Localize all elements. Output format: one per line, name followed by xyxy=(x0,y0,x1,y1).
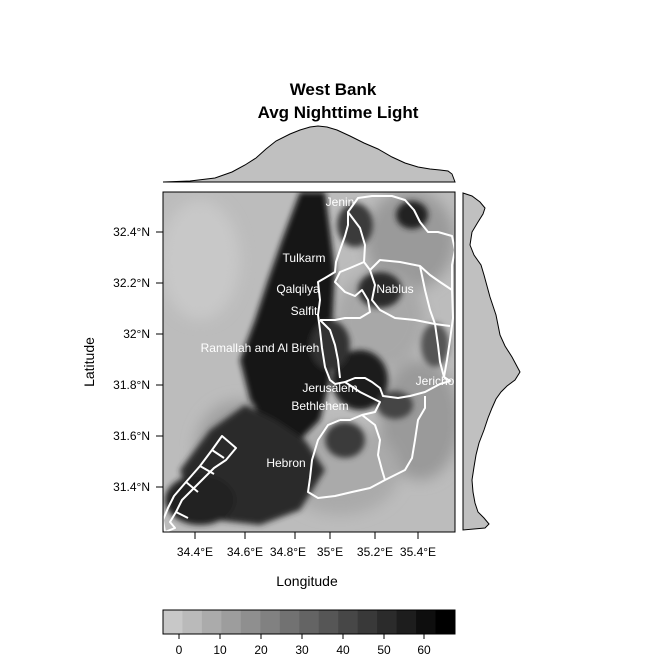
colorbar-tick-label: 50 xyxy=(377,643,391,657)
y-tick-label: 32.4°N xyxy=(113,225,150,239)
longitude-density-plot xyxy=(162,125,456,183)
tulkarm-qalqilya-boundary xyxy=(320,261,371,321)
ramallah-boundary xyxy=(319,319,341,379)
y-tick-label: 31.4°N xyxy=(113,480,150,494)
y-axis-label: Latitude xyxy=(81,337,97,387)
region-label-jericho: Jericho xyxy=(416,374,455,388)
colorbar-step xyxy=(416,610,437,634)
region-label-qalqilya: Qalqilya xyxy=(276,282,320,296)
region-label-nablus: Nablus xyxy=(376,282,413,296)
y-tick-label: 32.2°N xyxy=(113,276,150,290)
jenin-boundary xyxy=(347,211,453,291)
title-line-1: West Bank xyxy=(290,80,377,99)
colorbar-step xyxy=(279,610,300,634)
y-axis: 32.4°N 32.2°N 32°N 31.8°N 31.6°N 31.4°N xyxy=(113,225,163,494)
y-tick-label: 31.6°N xyxy=(113,429,150,443)
colorbar-step xyxy=(201,610,222,634)
region-label-jerusalem: Jerusalem xyxy=(302,381,357,395)
colorbar-step xyxy=(163,610,183,634)
jerusalem-boundary xyxy=(340,381,381,421)
colorbar-step xyxy=(396,610,417,634)
colorbar-step xyxy=(338,610,359,634)
colorbar-tick-label: 20 xyxy=(254,643,268,657)
title-line-2: Avg Nighttime Light xyxy=(258,103,419,122)
x-tick-label: 34.4°E xyxy=(177,545,213,559)
colorbar-step xyxy=(299,610,320,634)
colorbar-step xyxy=(357,610,378,634)
colorbar-ticks: 0 10 20 30 40 50 60 xyxy=(176,634,431,657)
colorbar-step xyxy=(318,610,339,634)
y-tick-label: 31.8°N xyxy=(113,378,150,392)
x-tick-label: 35.2°E xyxy=(357,545,393,559)
west-bank-outline xyxy=(317,195,455,399)
colorbar-tick-label: 60 xyxy=(417,643,431,657)
gaza-outline xyxy=(163,435,237,532)
map-frame xyxy=(162,191,456,533)
region-boundaries xyxy=(163,195,455,532)
heatmap-panel: Jenin Tulkarm Qalqilya Nablus Salfit Ram… xyxy=(162,191,456,533)
colorbar-tick-label: 10 xyxy=(213,643,227,657)
colorbar-step xyxy=(221,610,242,634)
colorbar-step xyxy=(240,610,261,634)
jericho-boundary xyxy=(419,265,445,378)
heatmap-bright-areas xyxy=(165,192,449,525)
colorbar-frame xyxy=(162,609,456,635)
region-label-ramallah: Ramallah and Al Bireh xyxy=(201,341,320,355)
region-label-hebron: Hebron xyxy=(266,456,305,470)
colorbar-step xyxy=(377,610,398,634)
region-label-tulkarm: Tulkarm xyxy=(283,251,326,265)
x-tick-label: 34.8°E xyxy=(270,545,306,559)
colorbar-tick-label: 0 xyxy=(176,643,183,657)
colorbar-step xyxy=(260,610,281,634)
gaza-internal-boundaries xyxy=(175,449,225,519)
x-tick-label: 35.4°E xyxy=(400,545,436,559)
region-label-bethlehem: Bethlehem xyxy=(291,399,348,413)
bethlehem-boundary xyxy=(361,414,386,481)
x-tick-label: 34.6°E xyxy=(227,545,263,559)
x-axis: 34.4°E 34.6°E 34.8°E 35°E 35.2°E 35.4°E xyxy=(177,532,436,559)
region-label-salfit: Salfit xyxy=(291,304,318,318)
colorbar xyxy=(163,610,456,634)
x-axis-label: Longitude xyxy=(276,573,338,589)
latitude-density-plot xyxy=(462,192,521,531)
y-tick-label: 32°N xyxy=(123,327,150,341)
nablus-boundary xyxy=(369,269,451,327)
colorbar-tick-label: 30 xyxy=(295,643,309,657)
hebron-boundary xyxy=(307,396,426,499)
colorbar-step xyxy=(182,610,203,634)
region-label-jenin: Jenin xyxy=(326,195,355,209)
x-tick-label: 35°E xyxy=(317,545,343,559)
colorbar-step xyxy=(435,610,456,634)
colorbar-tick-label: 40 xyxy=(336,643,350,657)
